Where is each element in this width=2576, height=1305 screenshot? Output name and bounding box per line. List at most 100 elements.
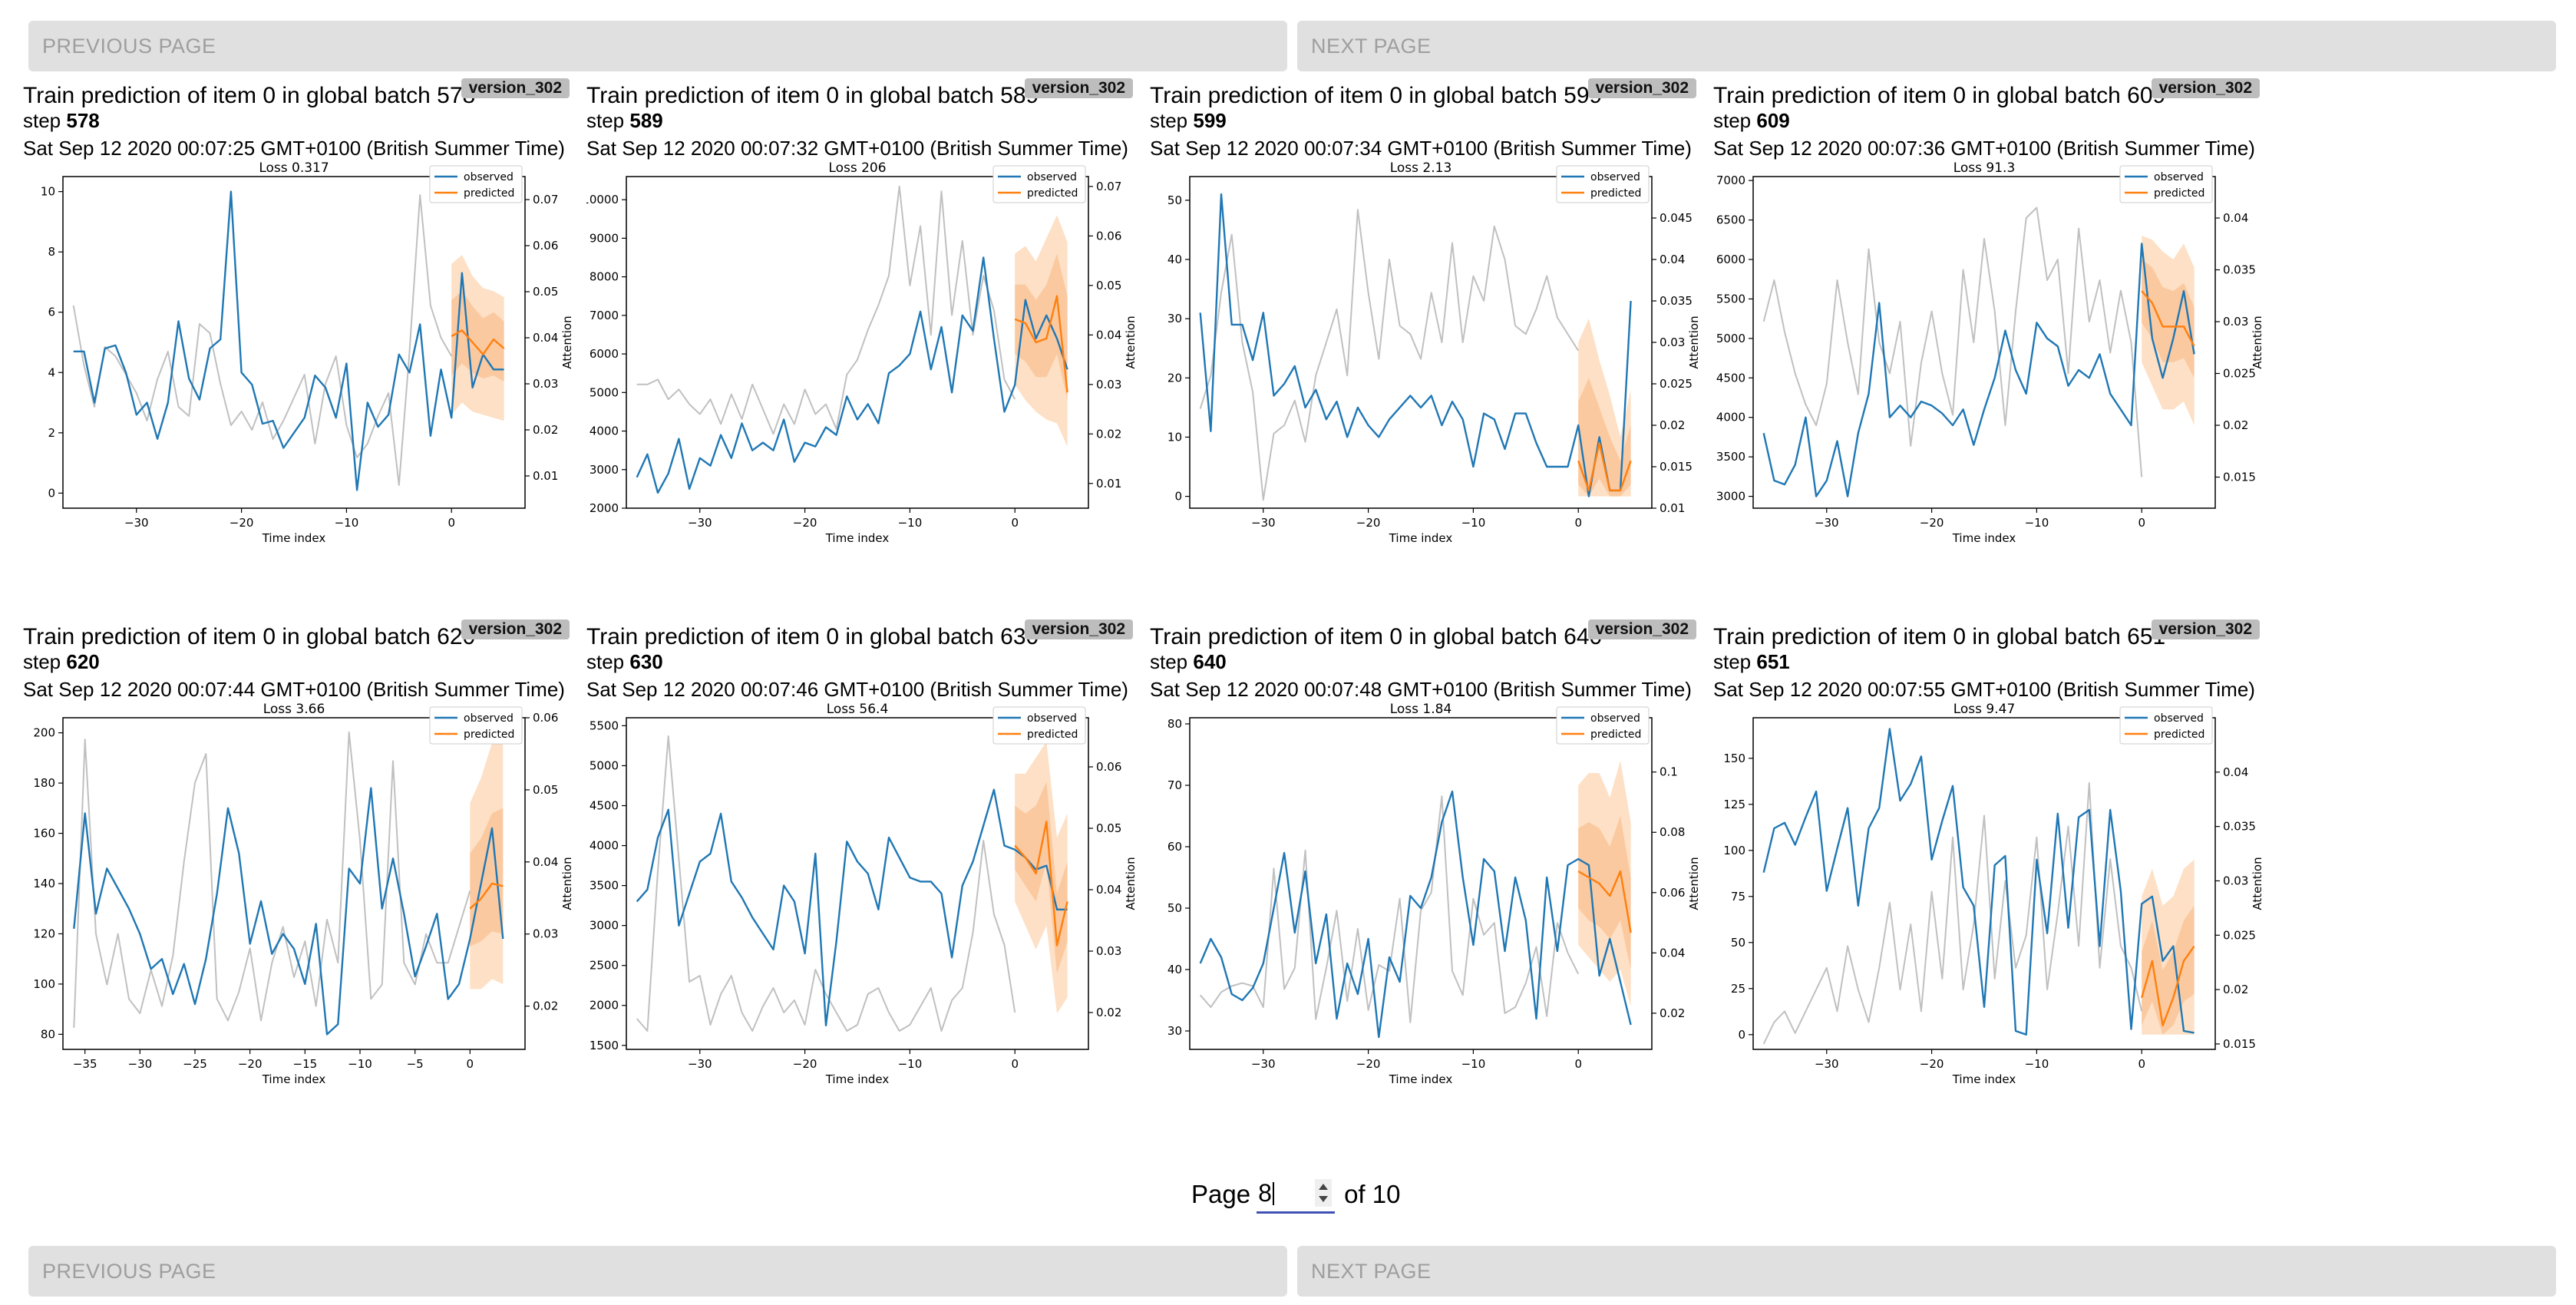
y-tick-label: 0 <box>48 486 55 500</box>
y2-tick-label: 0.04 <box>2223 765 2248 779</box>
y-tick-label: 2000 <box>590 999 619 1013</box>
x-tick-label: −5 <box>407 1057 424 1071</box>
y-tick-label: 80 <box>1167 717 1182 731</box>
y-tick-label: 6000 <box>1716 253 1745 266</box>
page-spinner[interactable] <box>1315 1178 1333 1207</box>
prediction-card: Train prediction of item 0 in global bat… <box>1713 619 2266 1123</box>
step-label: step <box>1713 109 1752 132</box>
plot-frame <box>1752 717 2216 1050</box>
prediction-plot: −30 −20 −10 0 0 10 20 30 40 50 0.01 0.015 0.02 0.025 0… <box>1150 161 1702 560</box>
prediction-plot: −30 −20 −10 0 2000 3000 4000 5000 6000 7000 8000 90… <box>586 161 1139 560</box>
card-date: Sat Sep 12 2020 00:07:55 GMT+0100 (Briti… <box>1713 678 2255 701</box>
y-tick-label: 30 <box>1167 312 1182 325</box>
x-tick-label: 0 <box>1011 516 1019 530</box>
y-tick-label: 100 <box>1723 844 1745 857</box>
y2-tick-label: 0.05 <box>1096 279 1121 292</box>
y-tick-label: 10 <box>41 185 55 199</box>
x-axis-label: Time index <box>825 531 890 545</box>
prediction-band-inner <box>1578 816 1631 970</box>
predicted-series <box>1577 441 1632 492</box>
observed-series <box>1199 193 1632 497</box>
y-tick-label: 50 <box>1167 193 1182 207</box>
y2-tick-label: 0.02 <box>533 999 558 1013</box>
prediction-card: Train prediction of item 0 in global bat… <box>1150 619 1702 1123</box>
x-tick-label: −10 <box>1461 516 1486 530</box>
legend-observed-label: observed <box>1590 171 1640 183</box>
y2-tick-label: 0.03 <box>2223 315 2248 329</box>
version-tag: version_302 <box>1587 78 1696 98</box>
plot-title: Loss 2.13 <box>1390 161 1452 176</box>
plot-frame <box>1752 176 2216 509</box>
x-tick-label: −30 <box>1251 1057 1276 1071</box>
legend-predicted-label: predicted <box>464 728 514 741</box>
y2-tick-label: 0.06 <box>533 711 558 725</box>
y-tick-label: 60 <box>1167 840 1182 854</box>
text-caret <box>1272 1181 1274 1205</box>
plot-title: Loss 0.317 <box>259 161 329 176</box>
predicted-series <box>469 882 504 910</box>
y-tick-label: 180 <box>33 776 55 790</box>
card-title: Train prediction of item 0 in global bat… <box>1713 624 2166 649</box>
y2-tick-label: 0.02 <box>1660 418 1685 432</box>
plot-title: Loss 9.47 <box>1953 702 2016 717</box>
prediction-plot: −30 −20 −10 0 1500 2000 2500 3000 3500 4000 4500 50… <box>586 702 1139 1102</box>
y-tick-label: 160 <box>33 827 55 841</box>
x-tick-label: −30 <box>688 516 712 530</box>
plot-frame <box>626 176 1089 509</box>
prediction-plot: −30 −20 −10 0 0 2 4 6 8 10 0.01 0.02 0.03 0.04 0.05 0.0… <box>23 161 576 560</box>
page-label: Page <box>1191 1180 1251 1208</box>
spinner-up-icon[interactable] <box>1319 1183 1329 1190</box>
x-tick-label: −20 <box>1920 516 1944 530</box>
x-tick-label: −35 <box>73 1057 97 1071</box>
x-axis-label: Time index <box>262 531 326 545</box>
page-number-input[interactable]: 8 <box>1257 1176 1336 1214</box>
y-tick-label: 50 <box>1731 936 1745 950</box>
y-tick-label: 40 <box>1167 963 1182 976</box>
legend-observed-label: observed <box>464 712 514 725</box>
y-tick-label: 5000 <box>590 758 619 772</box>
y2-axis-label: Attention <box>1687 857 1701 910</box>
x-tick-label: −10 <box>2025 1057 2049 1071</box>
card-title: Train prediction of item 0 in global bat… <box>1713 83 2166 108</box>
y2-axis-label: Attention <box>560 316 574 368</box>
y-tick-label: 80 <box>41 1027 55 1041</box>
legend-predicted-label: predicted <box>464 187 514 200</box>
y2-tick-label: 0.035 <box>2223 263 2256 277</box>
spinner-down-icon[interactable] <box>1319 1195 1329 1202</box>
x-tick-label: 0 <box>2138 1057 2145 1071</box>
step-label: step <box>23 109 61 132</box>
legend-observed-label: observed <box>1027 171 1077 183</box>
x-axis-label: Time index <box>1389 1072 1453 1086</box>
next-page-button-bottom[interactable]: NEXT PAGE <box>1297 1246 2556 1297</box>
y2-tick-label: 0.035 <box>2223 820 2256 834</box>
previous-page-button-bottom[interactable]: PREVIOUS PAGE <box>28 1246 1287 1297</box>
prediction-card: Train prediction of item 0 in global bat… <box>1150 78 1702 582</box>
predicted-series <box>2141 945 2195 1026</box>
y-tick-label: 2000 <box>590 501 619 515</box>
y-tick-label: 150 <box>1723 752 1745 765</box>
step-value: 620 <box>66 650 100 673</box>
y-tick-label: 0 <box>1174 490 1182 504</box>
y2-tick-label: 0.04 <box>1096 328 1121 342</box>
plot-svg: −35 −30 −25 −20 −15 −10 −5 0 80 100 120 140 160 180 20… <box>33 702 574 1086</box>
observed-series <box>1199 790 1632 1039</box>
card-title: Train prediction of item 0 in global bat… <box>586 83 1039 108</box>
x-axis-label: Time index <box>262 1072 326 1086</box>
previous-page-button[interactable]: PREVIOUS PAGE <box>28 21 1287 71</box>
y2-tick-label: 0.02 <box>533 423 558 437</box>
y2-tick-label: 0.025 <box>2223 367 2256 381</box>
predicted-series <box>1014 295 1068 393</box>
plot-svg: −30 −20 −10 0 30 40 50 60 70 80 0.02 0.04 0.06 0.08 0.… <box>1167 702 1701 1086</box>
step-label: step <box>1713 650 1752 673</box>
y-tick-label: 30 <box>1167 1024 1182 1038</box>
y2-tick-label: 0.02 <box>1096 1006 1121 1019</box>
y-tick-label: 5500 <box>1716 292 1745 306</box>
next-page-button[interactable]: NEXT PAGE <box>1297 21 2556 71</box>
predicted-series <box>1014 821 1068 947</box>
x-tick-label: 0 <box>1011 1057 1019 1071</box>
card-date: Sat Sep 12 2020 00:07:48 GMT+0100 (Briti… <box>1150 678 1692 701</box>
plot-svg: −30 −20 −10 0 2000 3000 4000 5000 6000 7000 8000 90… <box>586 161 1138 545</box>
y2-tick-label: 0.03 <box>2223 874 2248 887</box>
y-tick-label: 20 <box>1167 371 1182 385</box>
plot-frame <box>62 717 526 1050</box>
